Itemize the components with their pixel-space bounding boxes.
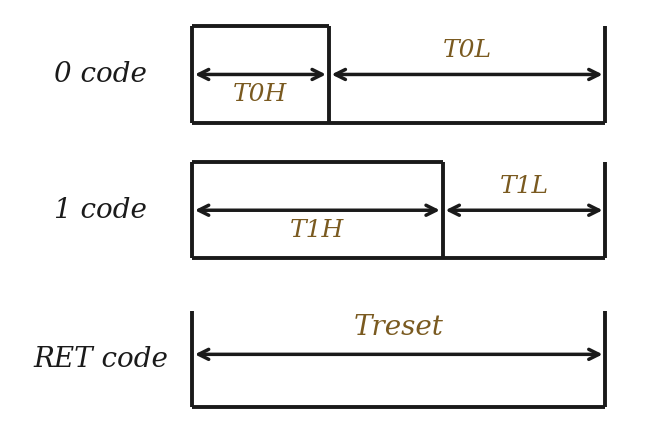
Text: T0L: T0L [443, 39, 492, 62]
Text: Treset: Treset [353, 314, 444, 341]
Text: RET code: RET code [33, 346, 169, 373]
Text: T1L: T1L [499, 175, 549, 198]
Text: T1H: T1H [290, 219, 344, 242]
Text: 1 code: 1 code [55, 197, 147, 224]
Text: T0H: T0H [233, 83, 288, 106]
Text: 0 code: 0 code [55, 61, 147, 88]
